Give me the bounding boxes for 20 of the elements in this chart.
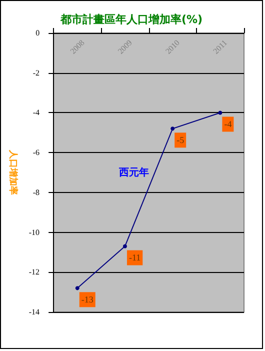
data-label: -4 [224, 119, 232, 130]
y-tick-label: -2 [32, 68, 40, 78]
y-axis-title: 人口增加率 [8, 149, 18, 195]
point [122, 244, 127, 248]
y-tick-label: 0 [36, 28, 40, 38]
y-tick-label: -14 [28, 308, 40, 316]
data-label: -13 [81, 294, 94, 305]
point [170, 126, 175, 131]
y-tick-label: -10 [28, 228, 40, 237]
y-tick-label: -4 [32, 108, 40, 118]
y-tick-label: -8 [32, 188, 40, 197]
point [75, 286, 80, 290]
x-tick-label: 2011 [211, 38, 229, 56]
x-axis-title: 西元年 [118, 166, 149, 178]
y-tick-label: -6 [32, 148, 40, 158]
point [218, 110, 222, 115]
data-label: -5 [176, 135, 185, 146]
chart-title: 都市計畫區年人口增加率(%) [59, 13, 203, 26]
data-label: -11 [128, 252, 141, 263]
y-tick-label: -12 [28, 268, 40, 277]
